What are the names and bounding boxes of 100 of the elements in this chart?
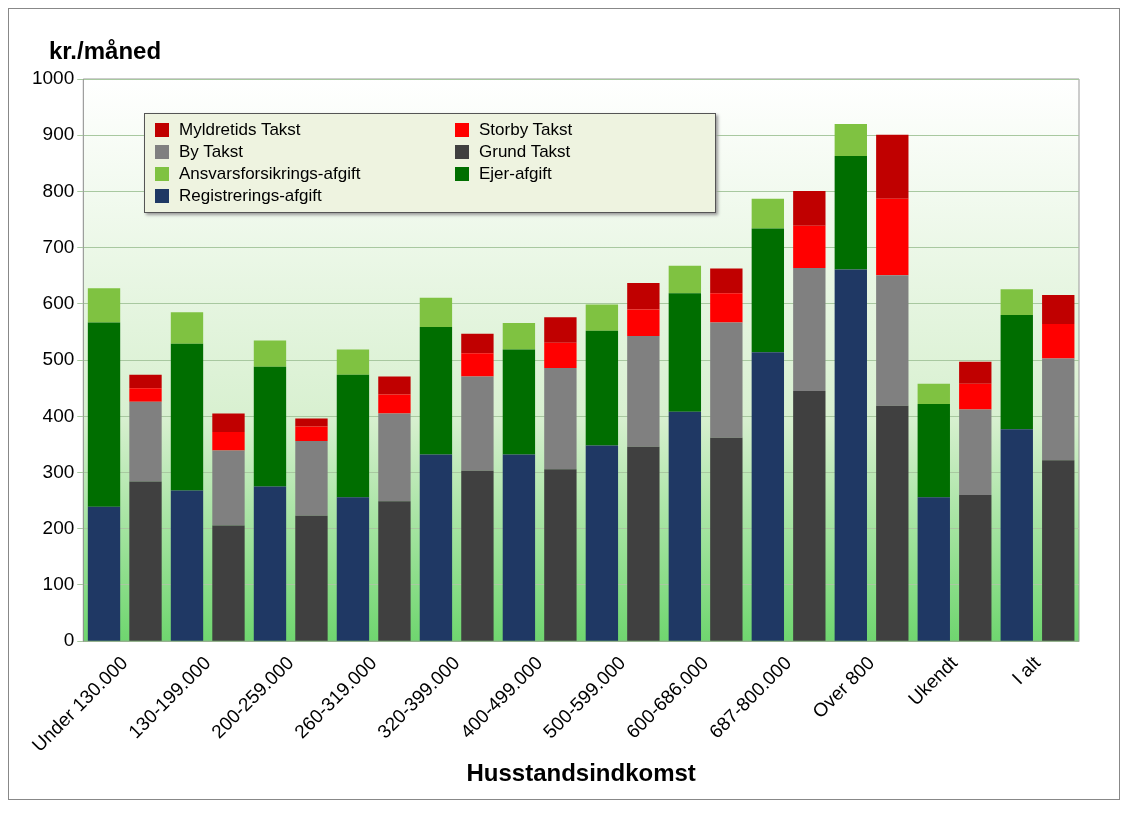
bar [668,293,702,412]
bar [336,349,370,375]
bar [170,312,204,344]
bar [378,501,411,641]
bar [461,470,494,641]
bar [129,481,162,641]
bar [917,497,950,641]
legend-label: Ejer-afgift [479,164,552,184]
y-tick-label: 100 [42,573,75,595]
bar [212,450,245,526]
bar [1000,315,1033,430]
bar [585,445,619,641]
bar [461,376,494,471]
bar [129,401,162,482]
bar [668,265,702,294]
bar [710,322,743,438]
y-tick-label: 900 [42,123,75,145]
bar [461,333,494,354]
y-tick-label: 300 [42,460,75,482]
bar [378,376,411,395]
bar [378,413,411,502]
bar [793,267,826,392]
y-tick-label: 700 [42,235,75,257]
bar [502,349,536,455]
bar [212,432,245,451]
y-tick-label: 800 [42,179,75,201]
bar [544,342,577,368]
y-axis-title: kr./måned [49,37,162,65]
bar [751,198,785,229]
bar [876,134,909,199]
bar [212,413,245,433]
bar [87,322,121,507]
y-tick-label: 500 [42,348,75,370]
bar [627,283,660,310]
bar [378,394,411,414]
bar [544,317,577,343]
y-tick-label: 200 [42,516,75,538]
legend-label: Storby Takst [479,120,573,140]
bar [502,322,536,350]
legend-label: Registrerings-afgift [179,186,322,206]
bar [668,411,702,641]
bar [710,268,743,294]
bar [793,225,826,268]
bar [1042,358,1075,461]
bar [170,343,204,491]
bar [336,497,370,641]
bar [295,441,328,516]
bar [917,403,950,498]
bar [751,352,785,641]
bar [585,304,619,331]
bar [959,383,992,410]
bar [876,405,909,641]
bar [793,391,826,641]
bar [627,309,660,336]
bar [87,288,121,323]
bar [129,388,162,402]
bar [295,515,328,641]
bar [212,525,245,641]
bar [253,366,287,487]
bar [1000,289,1033,316]
bar [710,293,743,323]
bar [1042,294,1075,325]
y-tick-label: 600 [42,292,75,314]
bar [295,426,328,442]
bar [419,326,453,455]
bar [959,495,992,641]
bar [129,374,162,389]
bar [627,335,660,447]
bar [959,361,992,384]
bar [834,269,867,641]
bar [751,228,785,353]
bar [834,123,867,157]
legend-label: Myldretids Takst [179,120,301,140]
y-tick-label: 400 [42,404,75,426]
bar [793,190,826,226]
bar [1042,460,1075,641]
bar [834,156,867,270]
bar [87,506,121,641]
legend-label: By Takst [179,142,243,162]
y-tick-label: 0 [63,629,75,651]
x-axis-title: Husstandsindkomst [466,759,696,787]
bar [544,469,577,641]
y-tick-label: 1000 [31,67,75,89]
bar [876,198,909,276]
bar [419,297,453,327]
bar [710,437,743,641]
bar [253,340,287,367]
bar [170,490,204,641]
bar [544,367,577,470]
bar [461,353,494,377]
legend-label: Grund Takst [479,142,571,162]
bar [336,374,370,498]
bar [627,446,660,641]
bar [585,330,619,446]
bar [419,454,453,641]
legend-label: Ansvarsforsikrings-afgift [179,164,361,184]
bar [253,486,287,641]
bar [959,409,992,496]
bar [917,383,950,404]
bar [1042,324,1075,359]
